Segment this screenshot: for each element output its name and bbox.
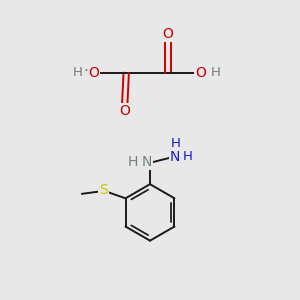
Text: S: S: [99, 183, 108, 197]
Text: N: N: [141, 155, 152, 169]
Text: H: H: [170, 137, 180, 150]
Text: O: O: [88, 66, 99, 80]
Text: N: N: [170, 150, 181, 164]
Text: O: O: [195, 66, 206, 80]
Text: H: H: [128, 155, 138, 169]
Text: H: H: [211, 66, 220, 79]
Text: ·: ·: [83, 64, 88, 79]
Text: O: O: [119, 104, 130, 118]
Text: H: H: [183, 150, 193, 163]
Text: H: H: [73, 66, 83, 79]
Text: O: O: [162, 27, 173, 41]
